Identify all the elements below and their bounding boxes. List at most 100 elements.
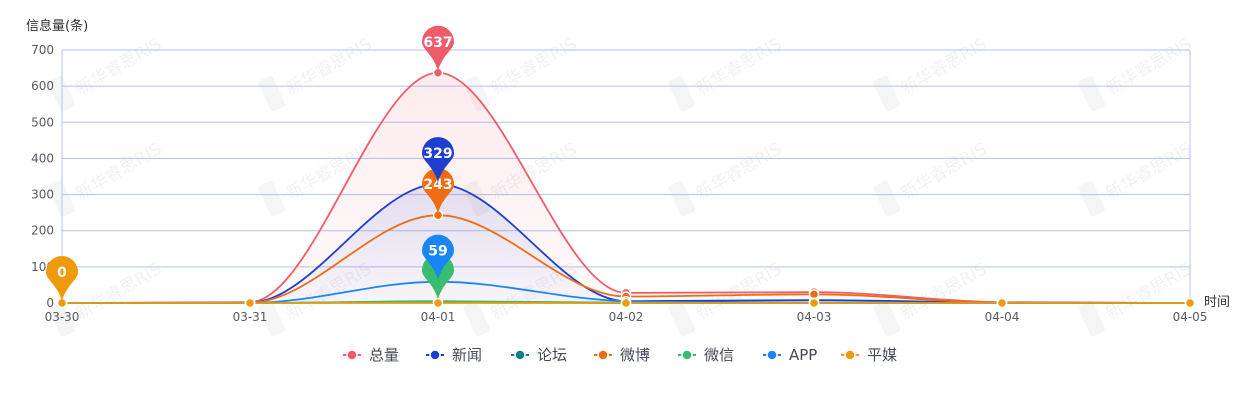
legend-item[interactable]: 新闻	[426, 346, 482, 364]
series-line	[61, 71, 1191, 304]
watermark-logo	[668, 300, 696, 337]
pin-marker	[422, 234, 454, 280]
legend-symbol	[681, 349, 693, 361]
watermark-text: 新华睿思RIS	[693, 34, 786, 99]
watermark-logo	[873, 180, 901, 217]
legend: 总量 新闻 论坛 微博 微信 APP 平媒	[343, 346, 897, 364]
value-pin: 59	[422, 234, 454, 280]
x-tick-label: 03-31	[233, 310, 268, 324]
pin-marker	[422, 168, 454, 214]
watermark-logo	[668, 75, 696, 112]
y-tick-label: 700	[31, 43, 54, 57]
legend-label: 平媒	[867, 346, 897, 364]
x-tick-label: 04-02	[609, 310, 644, 324]
pin-value-label: 243	[423, 177, 452, 193]
legend-item[interactable]: 平媒	[841, 346, 897, 364]
watermark: 新华睿思RIS	[668, 34, 786, 112]
watermark-logo	[258, 180, 286, 217]
y-tick-label: 600	[31, 79, 54, 93]
watermark: 新华睿思RIS	[48, 139, 165, 217]
data-point[interactable]	[244, 297, 256, 309]
watermark: 新华睿思RIS	[1078, 259, 1195, 337]
watermark-logo	[1078, 75, 1106, 112]
watermark: 新华睿思RIS	[1078, 34, 1195, 112]
x-tick-label: 04-04	[985, 310, 1020, 324]
legend-symbol	[514, 349, 526, 361]
pin-marker	[46, 256, 78, 301]
watermark-logo	[873, 75, 901, 112]
watermark: 新华睿思RIS	[1078, 139, 1195, 217]
legend-symbol	[844, 349, 856, 361]
value-pin: 243	[422, 168, 454, 214]
value-pin: 0	[46, 256, 78, 301]
watermark-logo	[873, 300, 901, 337]
value-pins: 0 59 243 329 637	[46, 25, 454, 301]
x-tick-label: 04-03	[797, 310, 832, 324]
x-tick-label: 03-30	[45, 310, 80, 324]
data-point[interactable]	[808, 297, 820, 309]
y-tick-label: 400	[31, 151, 54, 165]
watermark-logo	[1078, 180, 1106, 217]
legend-label: 总量	[369, 346, 399, 364]
pin-marker	[422, 25, 454, 71]
area-fill	[62, 72, 1190, 304]
watermark: 新华睿思RIS	[258, 34, 376, 112]
watermark: 新华睿思RIS	[873, 34, 990, 112]
value-pin: 329	[422, 137, 454, 183]
value-pin: 637	[422, 25, 454, 71]
pin-value-label: 637	[423, 35, 452, 51]
watermark-text: 新华睿思RIS	[488, 34, 581, 99]
grid-lines	[61, 49, 1191, 304]
legend-item[interactable]: 论坛	[511, 346, 567, 364]
watermark-logo	[463, 75, 491, 112]
pin-value-label: 329	[423, 146, 452, 162]
legend-label: 新闻	[452, 346, 482, 364]
watermark-text: 新华睿思RIS	[73, 34, 166, 99]
watermark-text: 新华睿思RIS	[283, 34, 376, 99]
legend-item[interactable]: 总量	[343, 346, 399, 364]
legend-item[interactable]: 微信	[678, 346, 734, 364]
watermark-logo	[668, 180, 696, 217]
area-fill	[62, 184, 1190, 303]
x-tick-label: 04-01	[421, 310, 456, 324]
data-points	[56, 67, 1196, 309]
legend-item[interactable]: 微博	[594, 346, 650, 364]
watermark: 新华睿思RIS	[48, 34, 166, 112]
data-point[interactable]	[996, 297, 1008, 309]
y-axis-title: 信息量(条)	[26, 18, 88, 34]
legend-label: 微信	[704, 346, 734, 364]
area-fills	[62, 72, 1190, 304]
legend-symbol	[429, 349, 441, 361]
legend-label: 微博	[620, 346, 650, 364]
legend-label: 论坛	[537, 346, 567, 364]
pin-value-label: 59	[428, 244, 447, 260]
legend-symbol	[597, 349, 609, 361]
data-point[interactable]	[432, 297, 444, 309]
data-point[interactable]	[620, 297, 632, 309]
watermark: 新华睿思RIS	[668, 139, 785, 217]
x-tick-label: 04-05	[1173, 310, 1208, 324]
y-tick-label: 200	[31, 224, 54, 238]
x-axis-title: 时间	[1204, 295, 1230, 310]
watermark: 新华睿思RIS	[873, 139, 990, 217]
watermark-logo	[258, 75, 286, 112]
data-point[interactable]	[1184, 297, 1196, 309]
series-line	[61, 183, 1191, 304]
y-tick-label: 300	[31, 188, 54, 202]
pin-marker	[422, 137, 454, 183]
legend-symbol	[766, 349, 778, 361]
y-tick-label: 500	[31, 115, 54, 129]
watermark-text: 新华睿思RIS	[73, 259, 166, 324]
y-tick-label: 0	[46, 296, 54, 310]
series-lines	[61, 71, 1191, 304]
watermark-logo	[48, 300, 76, 337]
x-axis-ticks: 03-30 03-31 04-01 04-02 04-03 04-04 04-05	[45, 303, 1208, 324]
legend-item[interactable]: APP	[763, 346, 817, 364]
legend-symbol	[346, 349, 358, 361]
watermark-text: 新华睿思RIS	[898, 259, 991, 324]
watermark-logo	[258, 300, 286, 337]
watermark-logo	[1078, 300, 1106, 337]
legend-label: APP	[789, 346, 817, 364]
